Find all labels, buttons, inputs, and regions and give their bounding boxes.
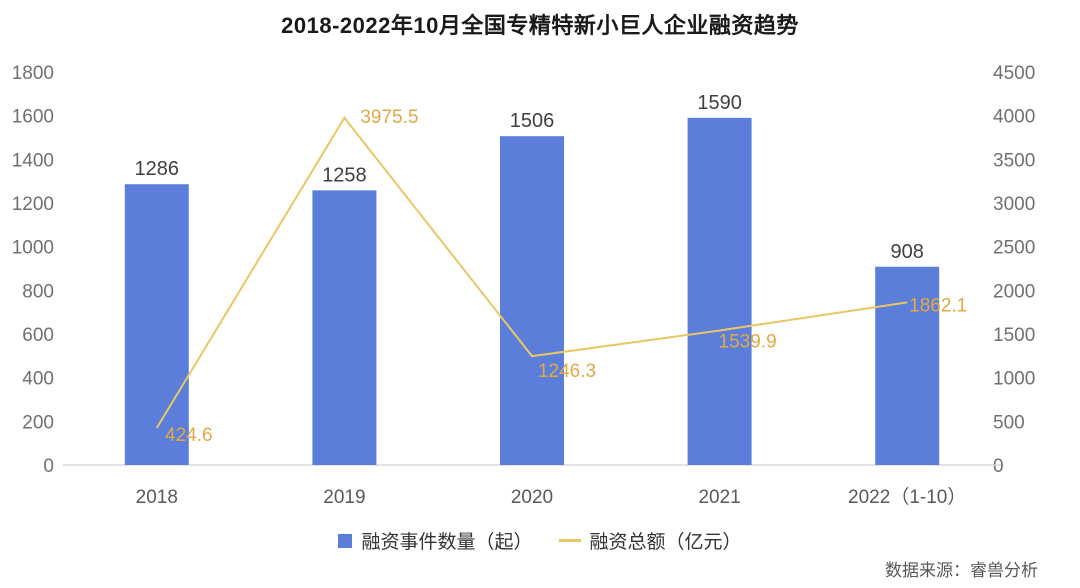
- right-axis-tick-label: 4500: [993, 63, 1035, 84]
- x-axis-label-2020: 2020: [511, 487, 553, 508]
- x-axis-label-2019: 2019: [323, 487, 365, 508]
- bar-value-label: 908: [891, 241, 924, 263]
- line-value-label: 1246.3: [538, 361, 596, 382]
- right-axis-tick-label: 2500: [993, 238, 1035, 259]
- line-value-label: 1862.1: [909, 295, 967, 316]
- chart-legend: 融资事件数量（起） 融资总额（亿元）: [0, 527, 1080, 554]
- left-axis-tick-label: 1600: [12, 107, 54, 128]
- legend-item-line-series: 融资总额（亿元）: [558, 527, 742, 554]
- bar-value-label: 1590: [697, 92, 742, 114]
- right-axis-tick-label: 3000: [993, 194, 1035, 215]
- right-axis-tick-label: 500: [993, 412, 1025, 433]
- right-axis-tick-label: 1500: [993, 325, 1035, 346]
- left-axis-tick-label: 1000: [12, 238, 54, 259]
- left-axis-tick-label: 0: [43, 456, 54, 477]
- line-value-label: 424.6: [165, 425, 213, 446]
- legend-item-bar-series: 融资事件数量（起）: [338, 527, 533, 554]
- right-axis-tick-label: 2000: [993, 281, 1035, 302]
- bar-2021: [687, 117, 752, 465]
- x-axis-label-2018: 2018: [136, 487, 178, 508]
- right-axis-tick-label: 0: [993, 456, 1004, 477]
- bar-value-label: 1506: [510, 110, 555, 132]
- bar-2018: [124, 184, 189, 465]
- line-series-swatch-icon: [558, 539, 581, 542]
- bar-2019: [312, 190, 377, 465]
- legend-label-line-series: 融资总额（亿元）: [589, 532, 742, 553]
- bar-value-label: 1258: [322, 164, 367, 186]
- bar-2020: [500, 136, 564, 465]
- line-series-path: [155, 116, 908, 429]
- left-axis-tick-label: 1800: [12, 63, 54, 84]
- left-axis-tick-label: 800: [22, 281, 54, 302]
- bar-series-swatch-icon: [338, 533, 353, 548]
- data-source-note: 数据来源：睿兽分析: [885, 561, 1038, 580]
- bar-value-label: 1286: [135, 158, 180, 180]
- x-axis-label-2021: 2021: [698, 487, 740, 508]
- left-axis-tick-label: 600: [22, 325, 54, 346]
- bar-2022（1-10）: [875, 266, 940, 465]
- right-axis-tick-label: 3500: [993, 150, 1035, 171]
- left-axis-tick-label: 200: [22, 412, 54, 433]
- left-axis-tick-label: 1400: [12, 150, 54, 171]
- legend-label-bar-series: 融资事件数量（起）: [361, 532, 533, 553]
- left-axis-tick-label: 1200: [12, 194, 54, 215]
- right-axis-tick-label: 1000: [993, 369, 1035, 390]
- x-axis-label-2022: 2022（1-10）: [848, 486, 966, 508]
- line-value-label: 3975.5: [360, 107, 418, 128]
- left-axis-tick-label: 400: [22, 369, 54, 390]
- chart-title: 2018-2022年10月全国专精特新小巨人企业融资趋势: [281, 13, 799, 38]
- right-axis-tick-label: 4000: [993, 107, 1035, 128]
- line-value-label: 1539.9: [719, 332, 777, 353]
